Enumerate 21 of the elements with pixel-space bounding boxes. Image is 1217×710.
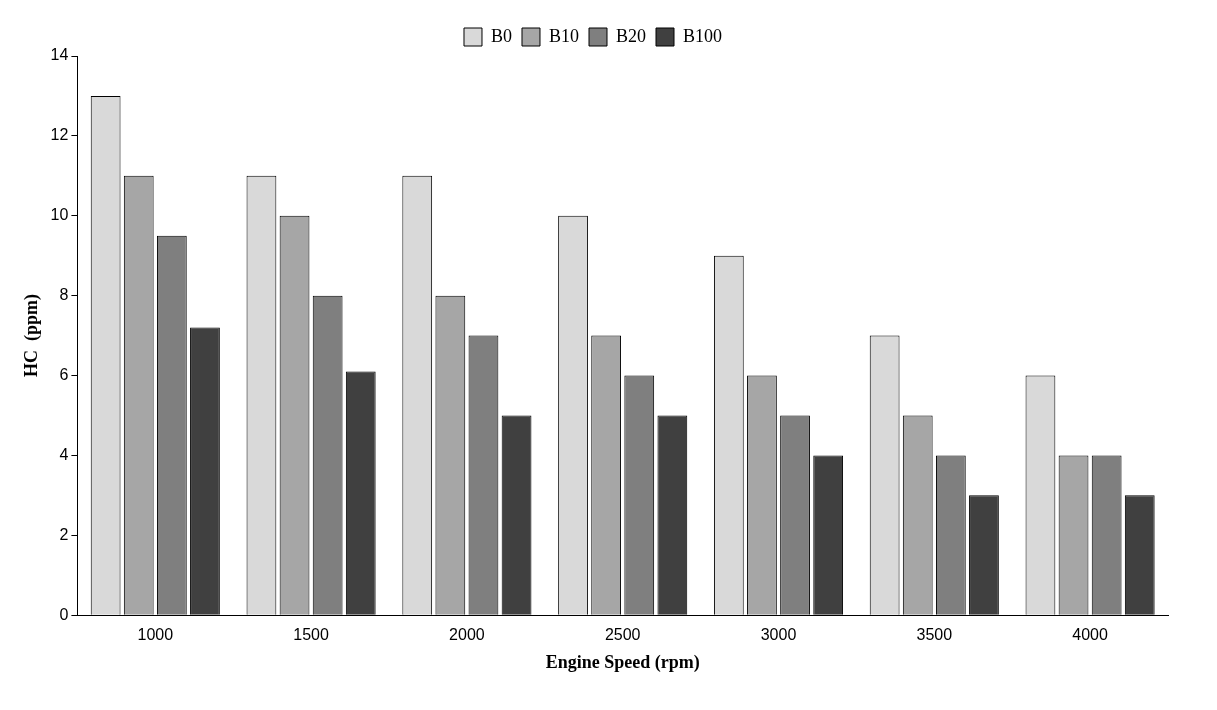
x-tick-label: 1000 bbox=[137, 626, 174, 644]
y-tick-label: 0 bbox=[59, 605, 69, 623]
legend-label: B0 bbox=[490, 25, 512, 46]
x-axis-title: Engine Speed (rpm) bbox=[545, 651, 700, 673]
x-tick-label: 2500 bbox=[604, 626, 641, 644]
x-tick-label: 3500 bbox=[916, 626, 953, 644]
legend-label: B100 bbox=[683, 25, 723, 46]
y-tick-label: 4 bbox=[59, 445, 69, 463]
y-tick-label: 10 bbox=[50, 206, 69, 224]
y-tick-label: 6 bbox=[59, 365, 69, 383]
y-tick-label: 8 bbox=[59, 286, 69, 304]
x-tick-label: 2000 bbox=[449, 626, 485, 644]
y-tick-label: 2 bbox=[59, 525, 69, 543]
y-tick-label: 12 bbox=[50, 126, 69, 144]
y-tick-label: 14 bbox=[50, 46, 69, 64]
y-axis-title: HC (ppm) bbox=[21, 294, 43, 378]
x-tick-label: 4000 bbox=[1072, 626, 1108, 644]
x-tick-label: 3000 bbox=[760, 626, 797, 644]
legend-label: B10 bbox=[548, 25, 580, 46]
x-tick-label: 1500 bbox=[293, 626, 329, 644]
legend-label: B20 bbox=[616, 25, 647, 46]
